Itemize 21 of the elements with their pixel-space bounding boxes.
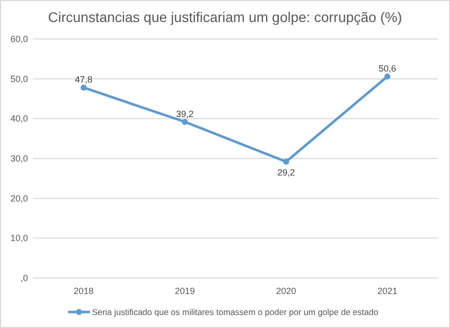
x-tick-label: 2020: [276, 286, 296, 296]
data-label: 50,6: [378, 63, 396, 74]
chart-title: Circunstancias que justificariam um golpe: corrupção (%): [48, 9, 402, 25]
x-tick-label: 2021: [377, 286, 398, 296]
x-tick-label: 2018: [74, 286, 94, 296]
point: [80, 84, 87, 91]
y-tick-label: 60,0: [10, 34, 28, 44]
data-label: 29,2: [277, 168, 295, 178]
y-tick-label: ,0: [20, 273, 28, 283]
y-tick-label: 40,0: [10, 114, 28, 124]
y-tick-label: 50,0: [10, 74, 28, 84]
x-tick-label: 2019: [174, 286, 195, 296]
data-label: 39,2: [176, 108, 194, 119]
y-tick-label: 30,0: [10, 154, 28, 164]
point: [283, 158, 290, 165]
data-label: 47,8: [74, 74, 92, 85]
y-tick-label: 20,0: [10, 193, 28, 204]
point: [384, 73, 390, 80]
legend-label: Seria justificado que os militares tomassem o poder por um golpe de estado: [92, 307, 379, 317]
point: [182, 118, 188, 125]
y-tick-label: 10,0: [10, 233, 28, 244]
